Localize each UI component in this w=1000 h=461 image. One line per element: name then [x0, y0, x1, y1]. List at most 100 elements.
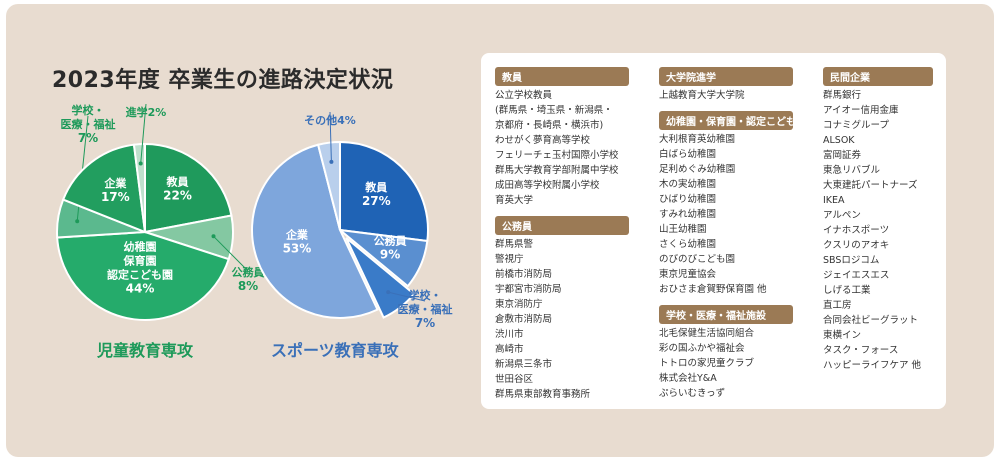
list-column-1: 教員公立学校教員 (群馬県・埼玉県・新潟県・ 京都府・長崎県・横浜市) わせがく夢育高…: [495, 67, 629, 402]
pie-slice: [345, 237, 416, 319]
list-item: 高崎市: [495, 344, 524, 355]
list-item: 群馬大学教育学部附属中学校: [495, 165, 619, 176]
leader-dot: [211, 234, 216, 239]
list-item: タスク・フォース: [823, 345, 899, 356]
list-column-3: 民間企業群馬銀行アイオー信用金庫 コナミグループ ALSOK 富岡証券東急リバブル大東…: [823, 67, 933, 373]
pie-chart-1: 教員 22% 公務員 8% 幼稚園保育園認定こども園 44% 学校・医療・福祉 7% 企業 17%…: [56, 103, 265, 321]
list-item: クスリのアオキ: [823, 240, 890, 251]
list-item: アイオー信用金庫: [823, 105, 899, 116]
chart-caption-sports-education: スポーツ教育専攻: [271, 341, 399, 360]
leader-dot: [329, 159, 334, 164]
pie-slice: [316, 140, 341, 231]
list-header: 幼稚園・保育園・認定こども園: [659, 111, 806, 130]
slice-label: 公務員 8%: [232, 265, 265, 293]
list-item: イナホスポーツ: [823, 225, 890, 236]
list-item: すみれ幼稚園: [659, 209, 717, 220]
leader-dot: [138, 161, 143, 166]
list-item: アルペン: [823, 210, 861, 221]
list-item: 前橋市消防局: [495, 269, 553, 280]
list-item: 木の実幼稚園: [659, 179, 717, 190]
list-item: 東急リバブル: [823, 165, 881, 176]
pie-slice: [251, 143, 379, 319]
slice-label: 公務員 9%: [374, 234, 407, 262]
list-item: 白ばら幼稚園: [659, 149, 717, 160]
list-item: 富岡証券: [823, 150, 862, 161]
list-item: 東京児童協会: [659, 269, 717, 280]
list-item: フェリーチェ玉村国際小学校: [495, 150, 619, 161]
list-item: (群馬県・埼玉県・新潟県・: [495, 105, 613, 116]
list-item: おひさま倉賀野保育園 他: [659, 284, 767, 295]
slice-label: 学校・医療・福祉 7%: [398, 288, 453, 330]
slice-label: 進学2%: [126, 105, 167, 119]
list-item: 群馬銀行: [823, 90, 862, 101]
list-item: 東横イン: [823, 330, 862, 341]
list-header: 学校・医療・福祉施設: [659, 305, 793, 324]
list-item: わせがく夢育高等学校: [495, 135, 591, 146]
pie-chart-2: 教員 27% 公務員 9% 学校・医療・福祉 7% 企業 53% その他4%: [251, 111, 453, 330]
pie-slice: [132, 142, 146, 233]
list-item: ジェイエスエス: [823, 270, 890, 281]
list-item: 新潟県三条市: [495, 359, 553, 370]
list-item: 足利めぐみ幼稚園: [659, 164, 736, 175]
list-item: 群馬県東部教育事務所: [495, 389, 591, 400]
career-destinations-card: 教員公立学校教員 (群馬県・埼玉県・新潟県・ 京都府・長崎県・横浜市) わせがく夢育高…: [481, 53, 946, 409]
list-item: SBSロジコム: [823, 255, 880, 266]
list-header: 民間企業: [823, 67, 933, 86]
pie-slice: [144, 142, 233, 234]
list-item: ぷらいむきっず: [659, 388, 726, 399]
chart-caption-child-education: 児童教育専攻: [97, 341, 194, 360]
list-item: 株式会社Y&A: [659, 373, 717, 384]
list-item: 渋川市: [495, 329, 524, 340]
pie-slice: [56, 230, 230, 321]
leader-line: [388, 291, 426, 302]
list-item: 山王幼稚園: [659, 224, 707, 235]
list-item: さくら幼稚園: [659, 239, 717, 250]
pie-slice: [339, 140, 429, 243]
slice-label: その他4%: [304, 113, 356, 127]
list-item: 大利根育英幼稚園: [659, 134, 736, 145]
list-header: 大学院進学: [659, 67, 793, 86]
list-item: 大東建託パートナーズ: [823, 180, 918, 191]
pie-slice: [336, 228, 429, 288]
list-item: 群馬県警: [495, 239, 534, 250]
list-header: 教員: [495, 67, 629, 86]
list-item: ハッピーライフケア 他: [823, 360, 922, 371]
leader-dot: [75, 219, 80, 224]
list-item: ひばり幼稚園: [659, 194, 717, 205]
pie-charts: 教員 22% 公務員 8% 幼稚園保育園認定こども園 44% 学校・医療・福祉 7% 企業 17%…: [56, 103, 453, 330]
slice-label: 教員 27%: [362, 180, 391, 208]
page-title: 2023年度 卒業生の進路決定状況: [52, 68, 394, 93]
list-item: コナミグループ: [823, 120, 889, 131]
list-item: 直工房: [823, 300, 852, 311]
list-item: 上越教育大学大学院: [659, 90, 745, 101]
list-item: 公立学校教員: [495, 90, 553, 101]
list-column-2: 大学院進学上越教育大学大学院幼稚園・保育園・認定こども園大利根育英幼稚園 白ばら幼…: [659, 67, 806, 401]
slice-label: 幼稚園保育園認定こども園 44%: [107, 239, 173, 295]
list-item: のびのびこども園: [659, 254, 736, 265]
leader-line: [329, 111, 332, 162]
list-item: IKEA: [823, 195, 845, 206]
list-item: しげる工業: [823, 285, 871, 296]
list-item: 北毛保健生活協同組合: [659, 328, 755, 339]
list-item: 育英大学: [495, 195, 534, 206]
pie-slice: [61, 143, 147, 234]
list-item: 合同会社ビーグラット: [823, 315, 919, 326]
list-item: 成田高等学校附属小学校: [495, 180, 600, 191]
list-item: 警視庁: [495, 254, 524, 265]
list-item: ALSOK: [823, 135, 855, 146]
list-item: トトロの家児童クラブ: [659, 358, 755, 369]
list-item: 宇都宮市消防局: [495, 284, 562, 295]
list-item: 倉敷市消防局: [495, 314, 553, 325]
leader-line: [140, 103, 147, 164]
slice-label: 企業 53%: [283, 228, 312, 256]
slice-label: 学校・医療・福祉 7%: [61, 103, 116, 145]
list-item: 東京消防庁: [495, 299, 543, 310]
list-item: 世田谷区: [495, 374, 534, 385]
leader-dot: [386, 290, 391, 295]
list-item: 彩の国ふかや福祉会: [659, 343, 745, 354]
list-header: 公務員: [495, 216, 629, 235]
slice-label: 企業 17%: [101, 176, 130, 204]
list-item: 京都府・長崎県・横浜市): [495, 120, 604, 131]
slice-label: 教員 22%: [163, 175, 192, 203]
leader-line: [213, 235, 249, 272]
